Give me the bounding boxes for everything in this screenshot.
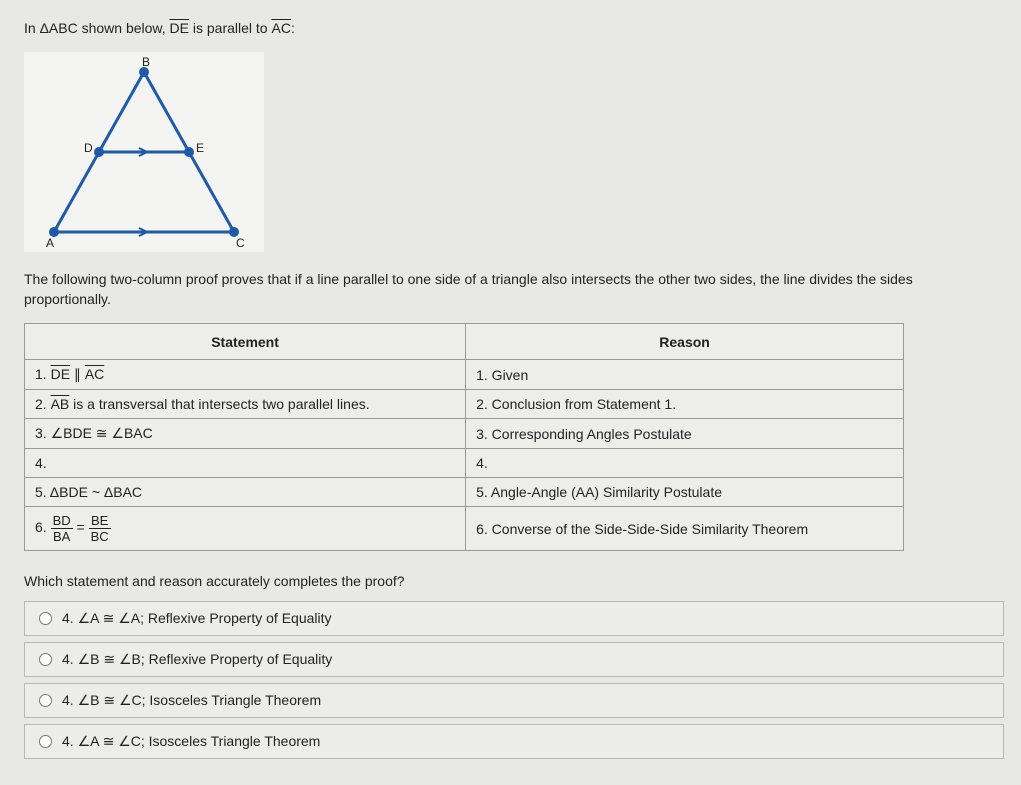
reason-cell: 2. Conclusion from Statement 1. bbox=[466, 390, 904, 419]
header-statement: Statement bbox=[25, 324, 466, 360]
label-a: A bbox=[46, 236, 54, 250]
problem-prefix: In ΔABC shown below, bbox=[24, 20, 170, 36]
segment-ac: AC bbox=[271, 20, 290, 36]
answer-option[interactable]: 4. ∠B ≅ ∠C; Isosceles Triangle Theorem bbox=[24, 683, 1004, 718]
statement-cell: 1. DE ∥ AC bbox=[25, 360, 466, 390]
fraction-be-bc: BE BC bbox=[89, 513, 111, 544]
table-row: 3. ∠BDE ≅ ∠BAC 3. Corresponding Angles P… bbox=[25, 419, 904, 449]
question-text: Which statement and reason accurately co… bbox=[24, 573, 997, 589]
answer-radio[interactable] bbox=[39, 653, 52, 666]
answer-option[interactable]: 4. ∠A ≅ ∠C; Isosceles Triangle Theorem bbox=[24, 724, 1004, 759]
statement-cell: 4. bbox=[25, 449, 466, 478]
proof-description: The following two-column proof proves th… bbox=[24, 270, 997, 309]
answer-label: 4. ∠A ≅ ∠A; Reflexive Property of Equali… bbox=[62, 610, 332, 627]
reason-cell: 3. Corresponding Angles Postulate bbox=[466, 419, 904, 449]
problem-suffix: : bbox=[291, 20, 295, 36]
reason-cell: 6. Converse of the Side-Side-Side Simila… bbox=[466, 507, 904, 551]
header-reason: Reason bbox=[466, 324, 904, 360]
table-row: 6. BD BA = BE BC 6. Converse of the Side… bbox=[25, 507, 904, 551]
table-row: 2. AB is a transversal that intersects t… bbox=[25, 390, 904, 419]
statement-cell: 2. AB is a transversal that intersects t… bbox=[25, 390, 466, 419]
reason-cell: 5. Angle-Angle (AA) Similarity Postulate bbox=[466, 478, 904, 507]
problem-mid: is parallel to bbox=[189, 20, 271, 36]
table-row: 1. DE ∥ AC 1. Given bbox=[25, 360, 904, 390]
answer-option[interactable]: 4. ∠A ≅ ∠A; Reflexive Property of Equali… bbox=[24, 601, 1004, 636]
answer-option[interactable]: 4. ∠B ≅ ∠B; Reflexive Property of Equali… bbox=[24, 642, 1004, 677]
statement-cell: 5. ΔBDE ~ ΔBAC bbox=[25, 478, 466, 507]
table-row: 4. 4. bbox=[25, 449, 904, 478]
answer-choices: 4. ∠A ≅ ∠A; Reflexive Property of Equali… bbox=[24, 601, 1004, 759]
triangle-svg: A B C D E bbox=[24, 52, 264, 252]
answer-radio[interactable] bbox=[39, 612, 52, 625]
proof-table: Statement Reason 1. DE ∥ AC 1. Given 2. … bbox=[24, 323, 904, 551]
table-header-row: Statement Reason bbox=[25, 324, 904, 360]
reason-cell: 1. Given bbox=[466, 360, 904, 390]
label-d: D bbox=[84, 141, 93, 155]
label-e: E bbox=[196, 141, 204, 155]
triangle-figure: A B C D E bbox=[24, 52, 264, 252]
segment-de: DE bbox=[170, 20, 189, 36]
table-row: 5. ΔBDE ~ ΔBAC 5. Angle-Angle (AA) Simil… bbox=[25, 478, 904, 507]
statement-cell: 3. ∠BDE ≅ ∠BAC bbox=[25, 419, 466, 449]
label-b: B bbox=[142, 55, 150, 69]
answer-label: 4. ∠B ≅ ∠B; Reflexive Property of Equali… bbox=[62, 651, 332, 668]
statement-cell: 6. BD BA = BE BC bbox=[25, 507, 466, 551]
answer-label: 4. ∠A ≅ ∠C; Isosceles Triangle Theorem bbox=[62, 733, 320, 750]
problem-statement: In ΔABC shown below, DE is parallel to A… bbox=[24, 20, 997, 36]
answer-radio[interactable] bbox=[39, 694, 52, 707]
answer-label: 4. ∠B ≅ ∠C; Isosceles Triangle Theorem bbox=[62, 692, 321, 709]
answer-radio[interactable] bbox=[39, 735, 52, 748]
reason-cell: 4. bbox=[466, 449, 904, 478]
fraction-bd-ba: BD BA bbox=[51, 513, 73, 544]
label-c: C bbox=[236, 236, 245, 250]
